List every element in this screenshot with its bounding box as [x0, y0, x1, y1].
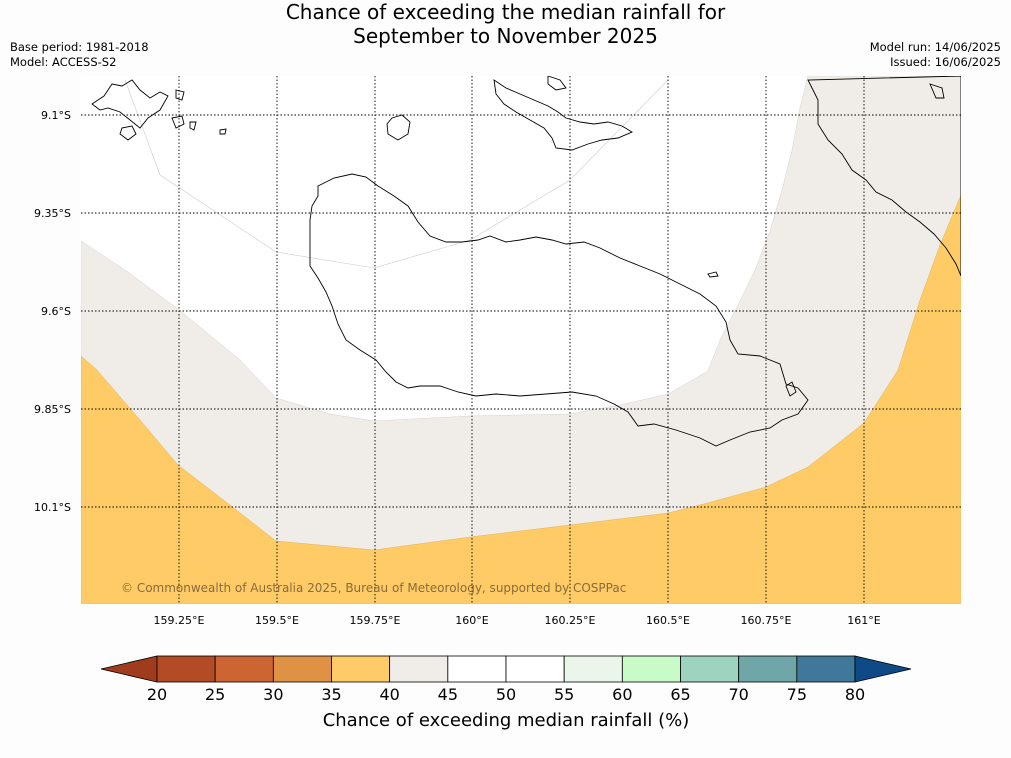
lat-labels: 9.1°S 9.35°S 9.6°S 9.85°S 10.1°S — [34, 109, 71, 514]
russell-islands-coast — [91, 79, 169, 129]
colorbar: 20 25 30 35 40 45 50 55 60 65 70 75 80 Chance of exc… — [100, 655, 912, 731]
category-40-45-region — [81, 76, 961, 604]
florida-islet — [547, 76, 567, 91]
malaita-islet — [929, 83, 945, 99]
lon-label: 161°E — [847, 614, 880, 627]
russell-islet-5 — [219, 128, 227, 135]
colorbar-tick-label: 30 — [263, 685, 283, 704]
colorbar-tick-label: 55 — [554, 685, 574, 704]
model-run-text: Model run: 14/06/2025 — [869, 40, 1001, 54]
colorbar-ticks: 20 25 30 35 40 45 50 55 60 65 70 75 80 — [147, 685, 865, 704]
issued-text: Issued: 16/06/2025 — [890, 55, 1001, 69]
colorbar-cells — [156, 655, 856, 683]
colorbar-tick-label: 20 — [147, 685, 167, 704]
colorbar-cell — [563, 655, 623, 683]
lon-label: 160.75°E — [741, 614, 792, 627]
map-panel — [81, 76, 961, 604]
russell-islet-2 — [175, 89, 185, 101]
guadalcanal-coast — [309, 173, 809, 447]
title-line-2: September to November 2025 — [353, 24, 658, 48]
colorbar-cell — [505, 655, 565, 683]
colorbar-cell — [796, 655, 856, 683]
colorbar-cell — [680, 655, 740, 683]
colorbar-under-arrow — [100, 655, 158, 683]
colorbar-label: Chance of exceeding median rainfall (%) — [323, 710, 690, 731]
model-text: Model: ACCESS-S2 — [10, 55, 117, 69]
copyright-notice: © Commonwealth of Australia 2025, Bureau… — [121, 581, 626, 595]
colorbar-tick-label: 45 — [438, 685, 458, 704]
lon-label: 160.5°E — [646, 614, 690, 627]
lat-label: 9.85°S — [34, 403, 71, 416]
map-title: Chance of exceeding the median rainfall … — [0, 0, 1011, 48]
colorbar-cell — [621, 655, 681, 683]
title-line-1: Chance of exceeding the median rainfall … — [285, 0, 726, 24]
colorbar-tick-label: 75 — [787, 685, 807, 704]
base-period-text: Base period: 1981-2018 — [10, 40, 149, 54]
savo-island-coast — [386, 114, 411, 141]
malaita-coast — [807, 76, 961, 277]
colorbar-tick-label: 25 — [205, 685, 225, 704]
coastlines — [91, 76, 961, 447]
colorbar-cell — [214, 655, 274, 683]
colorbar-tick-label: 60 — [612, 685, 632, 704]
islet-east — [707, 271, 719, 278]
lon-label: 159.25°E — [154, 614, 205, 627]
meta-left: Base period: 1981-2018 Model: ACCESS-S2 — [10, 40, 149, 70]
colorbar-cell — [447, 655, 507, 683]
lon-labels: 159.25°E 159.5°E 159.75°E 160°E 160.25°E… — [154, 614, 881, 627]
russell-islet-1 — [119, 125, 137, 141]
colorbar-cell — [738, 655, 798, 683]
colorbar-cell — [389, 655, 449, 683]
colorbar-over-arrow — [854, 655, 912, 683]
colorbar-tick-label: 65 — [670, 685, 690, 704]
lon-label: 160.25°E — [545, 614, 596, 627]
lat-label: 9.1°S — [41, 109, 71, 122]
lat-label: 10.1°S — [34, 501, 71, 514]
contour-line — [124, 79, 669, 269]
colorbar-tick-label: 80 — [845, 685, 865, 704]
marau-sound-islets — [785, 381, 797, 397]
colorbar-tick-label: 35 — [321, 685, 341, 704]
colorbar-tick-label: 40 — [379, 685, 399, 704]
meta-right: Model run: 14/06/2025 Issued: 16/06/2025 — [870, 40, 1001, 70]
lon-label: 159.5°E — [255, 614, 299, 627]
lon-label: 159.75°E — [350, 614, 401, 627]
category-35-40-region — [81, 194, 961, 604]
lat-label: 9.6°S — [41, 305, 71, 318]
colorbar-cell — [156, 655, 216, 683]
lon-label: 160°E — [455, 614, 488, 627]
colorbar-cell — [272, 655, 332, 683]
colorbar-tick-label: 70 — [728, 685, 748, 704]
russell-islet-4 — [189, 121, 197, 131]
lat-label: 9.35°S — [34, 207, 71, 220]
colorbar-tick-label: 50 — [496, 685, 516, 704]
colorbar-cell — [331, 655, 391, 683]
russell-islet-3 — [171, 115, 185, 129]
graticule — [81, 76, 961, 604]
florida-islands-coast — [493, 79, 633, 151]
